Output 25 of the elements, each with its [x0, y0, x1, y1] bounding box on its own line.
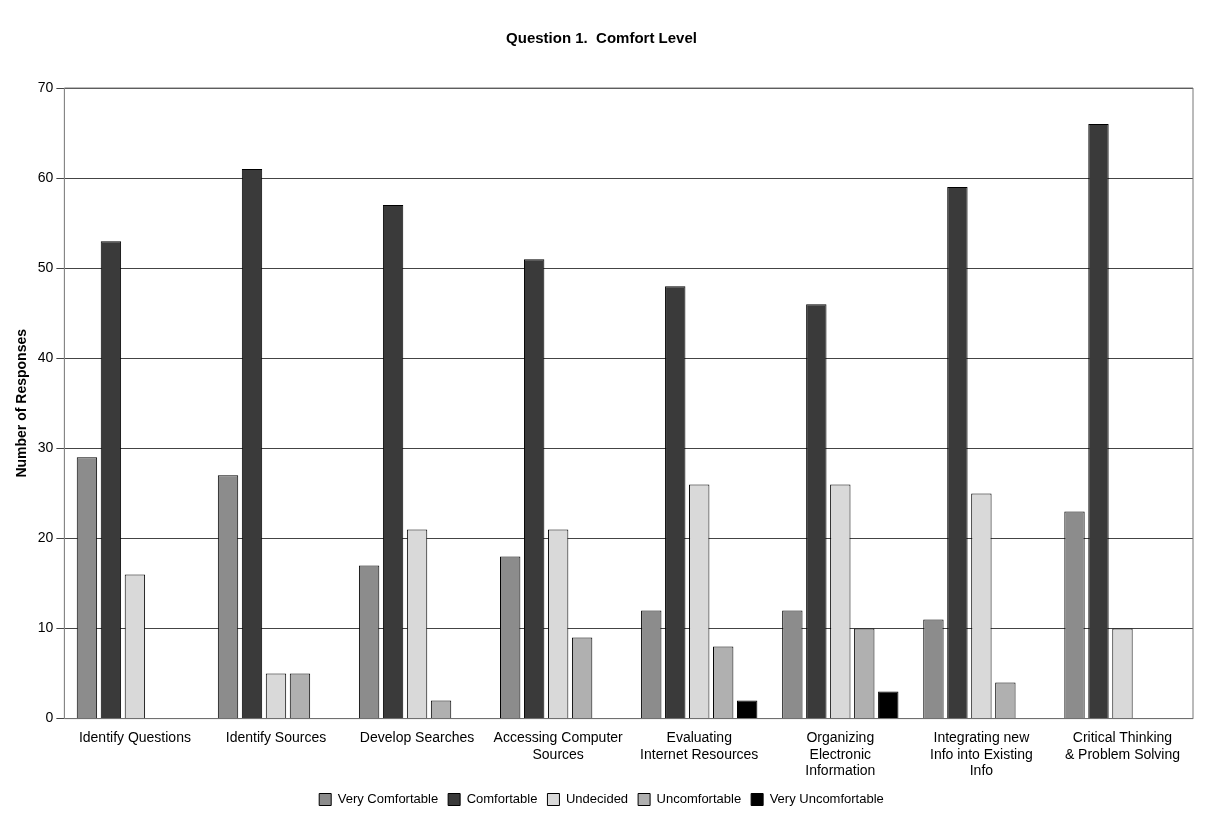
- x-tick-label: Evaluating Internet Resources: [640, 728, 759, 762]
- legend-label: Very Comfortable: [337, 791, 439, 807]
- bar: [737, 700, 758, 719]
- legend-label: Comfortable: [466, 791, 538, 807]
- x-tick-label: Integrating new Info into Existing Info: [930, 728, 1033, 779]
- chart-title: Question 1. Comfort Level: [506, 29, 697, 47]
- legend-label: Uncomfortable: [656, 791, 742, 807]
- legend-label: Very Uncomfortable: [769, 791, 884, 807]
- legend-label: Undecided: [565, 791, 629, 807]
- x-tick-label: Identify Sources: [225, 728, 327, 745]
- y-axis-title: Number of Responses: [13, 328, 30, 478]
- y-tick-label: 50: [37, 259, 54, 276]
- y-tick-label: 70: [37, 78, 54, 95]
- y-tick-label: 0: [45, 709, 54, 726]
- x-tick-label: Organizing Electronic Information: [805, 728, 876, 779]
- x-tick-label: Identify Questions: [78, 728, 191, 745]
- y-tick-label: 20: [37, 529, 54, 546]
- y-tick-label: 30: [37, 439, 54, 456]
- bar: [878, 691, 899, 719]
- x-tick-label: Develop Searches: [359, 728, 475, 745]
- y-tick-label: 10: [37, 619, 54, 636]
- x-tick-label: Accessing Computer Sources: [493, 728, 624, 762]
- y-tick-label: 40: [37, 349, 54, 366]
- x-tick-label: Critical Thinking & Problem Solving: [1064, 728, 1181, 762]
- y-tick-label: 60: [37, 168, 54, 185]
